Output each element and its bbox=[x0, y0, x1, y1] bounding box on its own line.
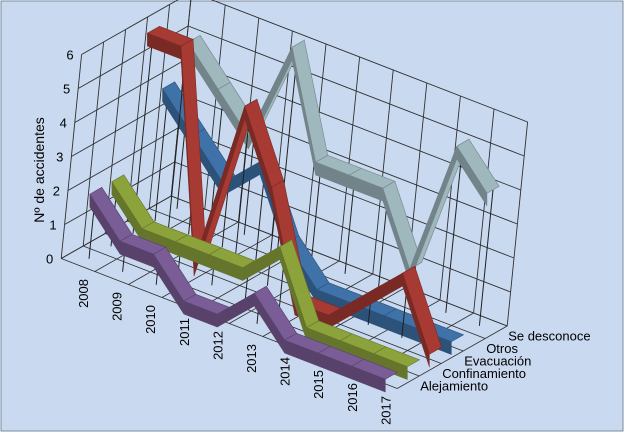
series-label: Se desconoce bbox=[508, 328, 590, 343]
back-wall-vertical-gridline bbox=[473, 108, 495, 314]
y-axis-title: Nº de accidentes bbox=[31, 117, 47, 223]
y-axis-ticks: 0 1 2 3 4 5 6 bbox=[46, 48, 74, 267]
series-se-desconoce bbox=[176, 34, 500, 326]
back-wall-vertical-gridline bbox=[372, 69, 394, 275]
x-axis-ticks: 2008 2009 2010 2011 2012 2013 2014 2015 2016 2017 bbox=[76, 279, 393, 425]
x-tick-label: 2013 bbox=[244, 344, 259, 373]
ribbon-side-segment bbox=[456, 145, 488, 207]
y-tick-label: 6 bbox=[66, 48, 73, 63]
series-label: Evacuación bbox=[464, 353, 531, 368]
drop-line bbox=[243, 132, 255, 235]
y-tick-label: 0 bbox=[46, 252, 53, 267]
x-tick-label: 2011 bbox=[177, 318, 192, 346]
back-wall-vertical-gridline bbox=[439, 95, 461, 301]
back-wall-vertical-gridline bbox=[204, 4, 226, 210]
x-tick-label: 2008 bbox=[76, 279, 91, 308]
series-alejamiento bbox=[88, 186, 399, 393]
x-tick-label: 2016 bbox=[345, 383, 360, 412]
x-tick-label: 2014 bbox=[278, 357, 293, 386]
drop-line bbox=[233, 102, 252, 273]
y-tick-label: 3 bbox=[56, 150, 63, 165]
x-tick-label: 2009 bbox=[110, 292, 125, 321]
series-label: Otros bbox=[486, 341, 518, 356]
floor-depth-gridline bbox=[171, 195, 508, 327]
left-wall-gridline bbox=[74, 59, 186, 123]
back-wall-vertical-gridline bbox=[506, 121, 529, 327]
ribbon-side-segment bbox=[351, 365, 386, 393]
left-wall-gridline bbox=[67, 127, 179, 191]
series-confinamiento bbox=[110, 174, 421, 380]
y-tick-label: 5 bbox=[63, 82, 70, 97]
drop-line bbox=[445, 142, 464, 313]
drop-line bbox=[478, 189, 494, 326]
x-tick-label: 2017 bbox=[378, 396, 393, 425]
depth-axis-labels: AlejamientoConfinamientoEvacuaciónOtrosS… bbox=[420, 328, 590, 393]
left-wall-vertical-gridline bbox=[82, 41, 105, 247]
series-label: Alejamiento bbox=[420, 378, 488, 393]
y-tick-label: 1 bbox=[49, 218, 56, 233]
left-wall-vertical-gridline bbox=[60, 54, 83, 259]
floor-gridline bbox=[397, 325, 508, 389]
ribbon-side-segment bbox=[402, 273, 430, 368]
x-tick-label: 2012 bbox=[210, 331, 225, 360]
x-tick-label: 2015 bbox=[311, 370, 326, 399]
drop-line bbox=[154, 85, 170, 222]
left-wall-gridline bbox=[81, 0, 179, 55]
y-tick-label: 4 bbox=[60, 116, 67, 131]
y-tick-label: 2 bbox=[53, 184, 60, 199]
back-wall-vertical-gridline bbox=[338, 56, 361, 262]
series-label: Confinamiento bbox=[442, 366, 526, 381]
left-wall-gridline bbox=[71, 93, 182, 157]
ribbon-side-segment bbox=[373, 353, 408, 380]
x-tick-label: 2010 bbox=[143, 305, 158, 334]
